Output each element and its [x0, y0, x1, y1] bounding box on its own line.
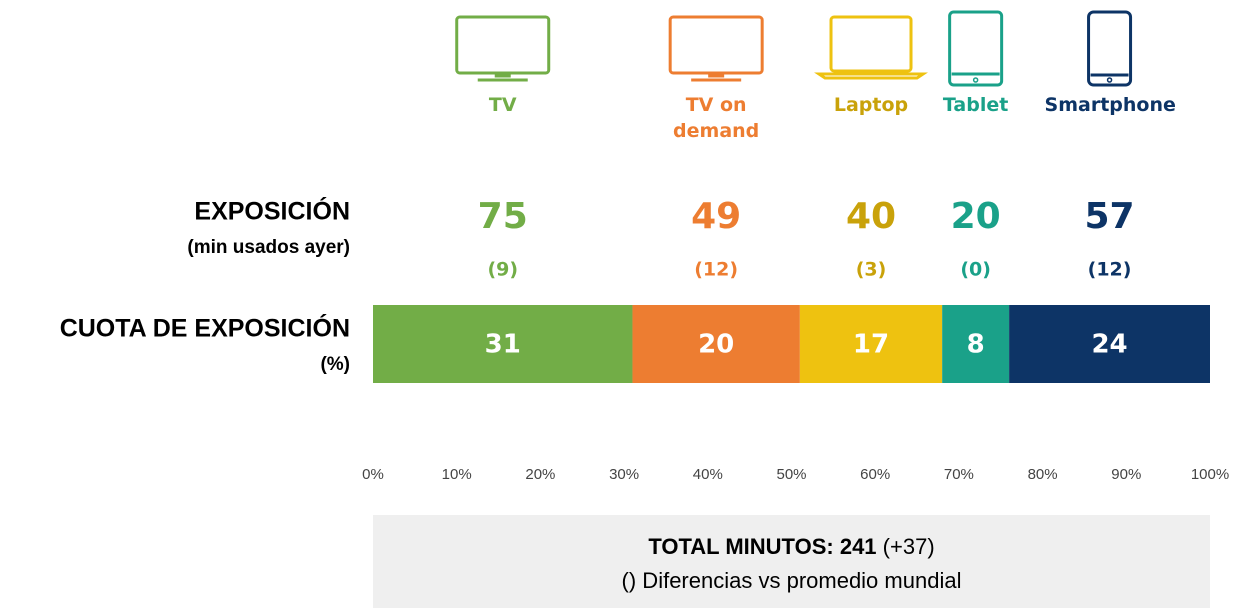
bar-value-label: 17 [853, 330, 889, 360]
device-icon [1087, 10, 1133, 87]
exposure-title: EXPOSICIÓN [194, 196, 350, 226]
x-tick-label: 10% [442, 466, 472, 483]
total-note: () Diferencias vs promedio mundial [622, 568, 962, 593]
exposure-value: 40 [846, 196, 896, 237]
x-tick-label: 30% [609, 466, 639, 483]
exposure-value: 49 [691, 196, 741, 237]
legend-label: TV on demand [673, 94, 760, 142]
total-value: 241 [840, 534, 877, 559]
exposure-difference: (0) [960, 259, 991, 281]
icon-body [948, 10, 1004, 87]
x-tick-label: 80% [1028, 466, 1058, 483]
exposure-difference: (9) [487, 259, 518, 281]
legend-label: Smartphone [1044, 94, 1176, 116]
bar-segment [942, 305, 1010, 383]
device-icon [668, 15, 764, 82]
device-icon [948, 10, 1004, 87]
x-tick-label: 90% [1111, 466, 1141, 483]
legend-label: Laptop [833, 94, 909, 116]
exposure-value: 20 [951, 196, 1001, 237]
total-label: TOTAL MINUTOS: [648, 534, 833, 559]
x-tick-label: 40% [693, 466, 723, 483]
total-difference: (+37) [883, 534, 935, 559]
legend-label: TV [488, 94, 517, 116]
bar-segment [1009, 305, 1210, 383]
icon-button [1106, 77, 1113, 83]
x-tick-label: 60% [860, 466, 890, 483]
bar-value-label: 8 [967, 330, 985, 360]
icon-screen [668, 15, 764, 75]
exposure-value: 57 [1085, 196, 1135, 237]
x-tick-label: 70% [944, 466, 974, 483]
exposure-value: 75 [478, 196, 528, 237]
exposure-difference: (12) [694, 259, 738, 281]
total-box [373, 515, 1210, 608]
device-icon [455, 15, 551, 82]
icon-base [814, 72, 928, 80]
legend-label: Tablet [942, 94, 1009, 116]
share-subtitle: (%) [320, 354, 350, 375]
icon-body [1087, 10, 1133, 87]
total-line: TOTAL MINUTOS: 241 (+37) [648, 534, 934, 559]
x-tick-label: 100% [1191, 466, 1229, 483]
x-tick-label: 50% [776, 466, 806, 483]
bar-segment [373, 305, 633, 383]
bar-value-label: 20 [698, 330, 734, 360]
icon-button [972, 77, 979, 83]
icon-screen [829, 15, 913, 73]
bar-value-label: 31 [485, 330, 521, 360]
icon-screen [455, 15, 551, 75]
exposure-difference: (12) [1088, 259, 1132, 281]
exposure-difference: (3) [856, 259, 887, 281]
share-title: CUOTA DE EXPOSICIÓN [60, 313, 350, 343]
x-tick-label: 20% [525, 466, 555, 483]
bar-segment [799, 305, 943, 383]
device-icon [814, 15, 928, 80]
bar-segment [632, 305, 800, 383]
x-tick-label: 0% [362, 466, 384, 483]
exposure-subtitle: (min usados ayer) [187, 237, 350, 258]
bar-value-label: 24 [1091, 330, 1127, 360]
